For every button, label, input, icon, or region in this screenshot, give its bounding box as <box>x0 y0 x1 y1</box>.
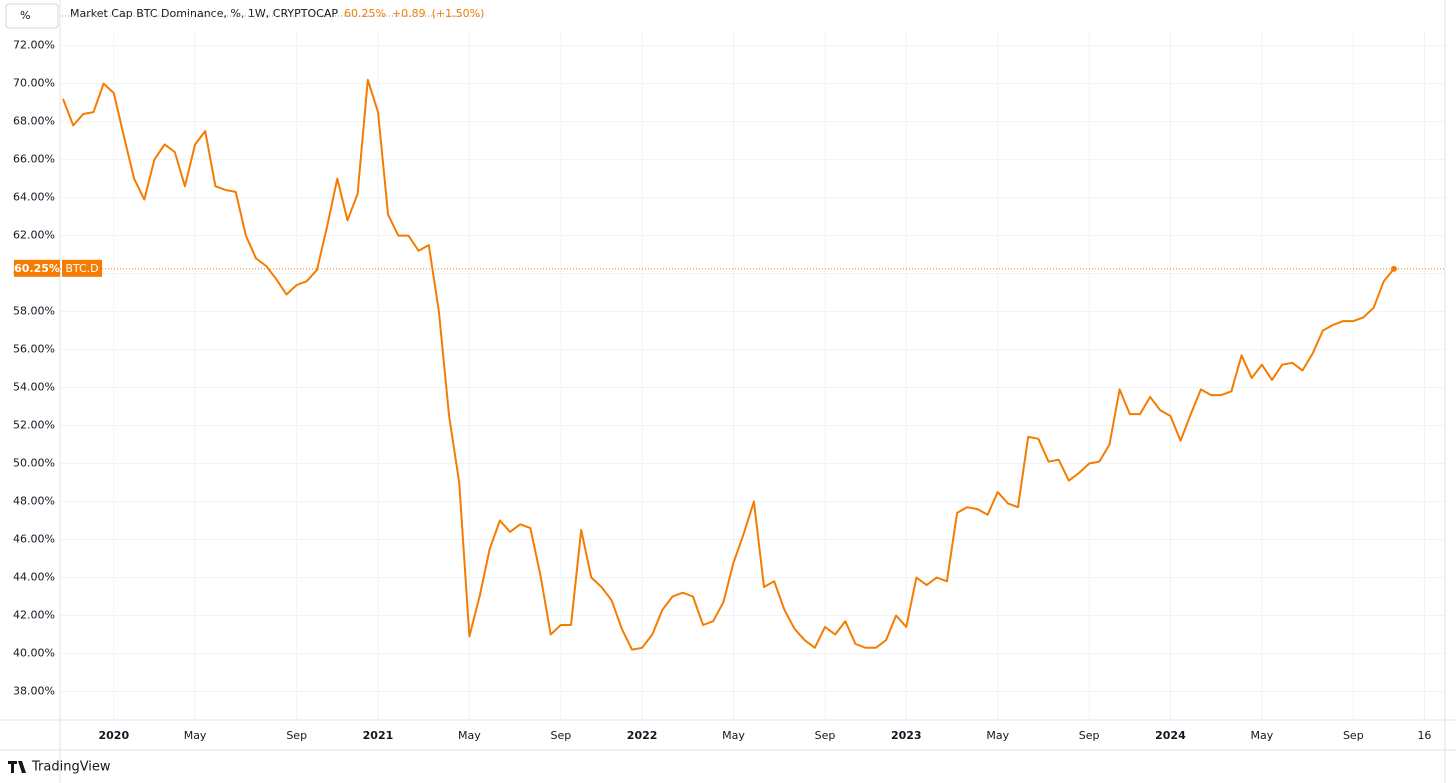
y-tick-label: 48.00% <box>13 495 55 508</box>
y-tick-label: 66.00% <box>13 153 55 166</box>
y-tick-label: 52.00% <box>13 419 55 432</box>
x-tick-label: 2020 <box>98 729 129 742</box>
x-tick-label: May <box>458 729 481 742</box>
y-tick-label: 40.00% <box>13 647 55 660</box>
y-tick-label: 58.00% <box>13 305 55 318</box>
y-tick-label: 54.00% <box>13 381 55 394</box>
y-tick-label: 64.00% <box>13 191 55 204</box>
scale-button-label[interactable]: % <box>20 9 30 22</box>
y-tick-label: 56.00% <box>13 343 55 356</box>
x-tick-label: May <box>184 729 207 742</box>
x-tick-label: May <box>986 729 1009 742</box>
x-tick-label: Sep <box>815 729 836 742</box>
y-tick-label: 50.00% <box>13 457 55 470</box>
x-tick-label: 2021 <box>363 729 394 742</box>
last-price: 60.25% <box>344 7 386 20</box>
x-tick-label: May <box>1251 729 1274 742</box>
brand: TradingView <box>31 760 111 775</box>
x-tick-label: May <box>722 729 745 742</box>
x-tick-label: 2023 <box>891 729 922 742</box>
symbol-label: BTC.D <box>65 262 98 275</box>
x-tick-label: 16 <box>1417 729 1431 742</box>
y-tick-label: 46.00% <box>13 533 55 546</box>
y-tick-label: 68.00% <box>13 115 55 128</box>
change-percent: (+1.50%) <box>432 7 485 20</box>
y-tick-label: 42.00% <box>13 609 55 622</box>
line-series <box>62 78 1395 651</box>
x-tick-label: 2022 <box>627 729 658 742</box>
x-tick-label: 2024 <box>1155 729 1186 742</box>
y-tick-label: 38.00% <box>13 685 55 698</box>
y-tick-label: 44.00% <box>13 571 55 584</box>
x-tick-label: Sep <box>286 729 307 742</box>
x-tick-label: Sep <box>1079 729 1100 742</box>
y-tick-label: 62.00% <box>13 229 55 242</box>
chart-title: Market Cap BTC Dominance, %, 1W, CRYPTOC… <box>70 7 338 20</box>
scale-button[interactable] <box>5 3 59 29</box>
x-tick-label: Sep <box>550 729 571 742</box>
last-point <box>1390 265 1397 272</box>
price-label: 60.25% <box>14 262 60 275</box>
symbol-label-bg <box>62 259 102 277</box>
y-tick-label: 70.00% <box>13 77 55 90</box>
brand-logo <box>8 761 26 773</box>
price-label-bg <box>14 259 60 277</box>
x-tick-label: Sep <box>1343 729 1364 742</box>
change: +0.89 <box>392 7 426 20</box>
y-tick-label: 72.00% <box>13 39 55 52</box>
